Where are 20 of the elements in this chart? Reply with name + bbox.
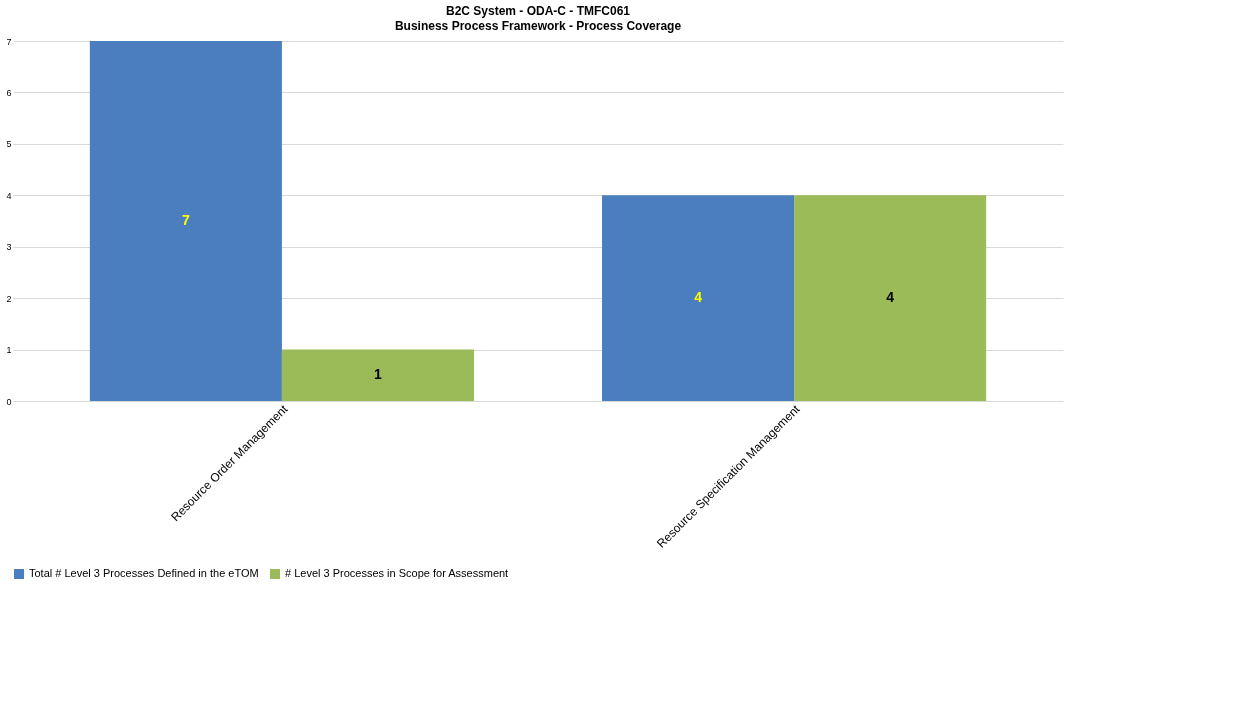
chart-title: B2C System - ODA-C - TMFC061 (445, 4, 631, 18)
y-tick-label: 6 (6, 87, 12, 98)
y-tick-label: 3 (6, 242, 12, 253)
y-tick-label: 2 (6, 293, 12, 304)
legend-label: Total # Level 3 Processes Defined in the eTOM (29, 567, 259, 579)
bar (281, 349, 474, 401)
y-tick-label: 1 (6, 345, 12, 356)
y-tick-label: 5 (6, 139, 12, 150)
y-tick-label: 7 (6, 36, 12, 47)
data-label: 7 (181, 212, 190, 228)
legend-label: # Level 3 Processes in Scope for Assessment (285, 567, 509, 579)
y-tick-label: 0 (6, 396, 12, 407)
y-tick-label: 4 (6, 190, 12, 201)
bar (602, 195, 795, 401)
data-label: 4 (694, 289, 703, 306)
chart-subtitle: Business Process Framework - Process Coverage (394, 19, 682, 33)
bar (89, 41, 282, 401)
data-label: 1 (374, 366, 383, 383)
data-label: 4 (886, 289, 895, 306)
bar (794, 195, 987, 401)
